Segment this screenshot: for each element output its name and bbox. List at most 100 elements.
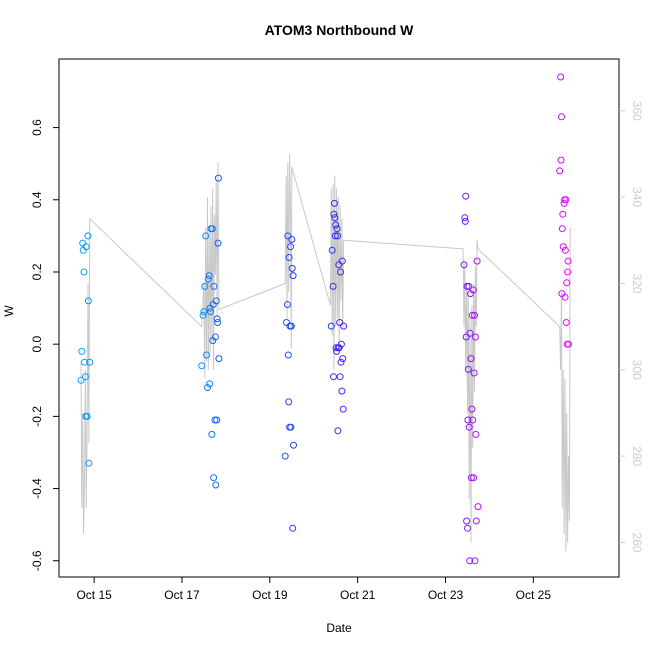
data-point — [467, 474, 475, 482]
data-point — [466, 557, 474, 565]
data-point — [81, 358, 88, 366]
data-point — [79, 239, 87, 247]
data-point — [337, 340, 345, 348]
data-point — [557, 73, 565, 81]
data-point — [464, 524, 471, 532]
data-point — [214, 174, 222, 182]
data-point — [329, 282, 337, 290]
data-point — [474, 503, 482, 511]
data-point — [207, 308, 214, 316]
data-point — [212, 297, 220, 305]
data-point — [330, 373, 337, 381]
data-point — [556, 167, 564, 175]
data-point — [206, 380, 214, 388]
data-point — [288, 264, 296, 272]
data-point — [338, 387, 346, 395]
data-point — [283, 319, 290, 326]
data-point — [204, 275, 212, 283]
data-point — [327, 322, 335, 330]
data-point — [460, 261, 468, 269]
data-point — [213, 315, 221, 323]
data-point — [289, 272, 297, 280]
y-left-tick-label: -0.4 — [30, 478, 44, 499]
y-right-tick-label: 260 — [630, 532, 644, 552]
data-point — [557, 156, 565, 164]
data-point — [564, 257, 572, 265]
data-point — [212, 481, 220, 489]
data-point — [84, 297, 92, 305]
data-point — [469, 286, 477, 294]
data-point — [472, 430, 480, 438]
data-point — [83, 412, 91, 420]
data-point — [284, 232, 292, 240]
y-right-tick-label: 280 — [630, 446, 644, 466]
data-point — [199, 311, 207, 319]
x-tick-label: Oct 15 — [76, 588, 112, 602]
y-left-tick-label: 0.6 — [30, 119, 44, 136]
data-point — [562, 319, 570, 326]
chart-title: ATOM3 Northbound W — [265, 22, 415, 38]
y-right-tick-label: 340 — [630, 187, 644, 207]
data-point — [285, 398, 293, 406]
x-tick-label: Oct 21 — [340, 588, 376, 602]
data-point — [332, 221, 340, 229]
data-point — [215, 355, 223, 363]
data-point — [82, 243, 90, 251]
data-point — [564, 268, 572, 276]
data-point — [339, 355, 347, 363]
data-point — [465, 282, 473, 290]
data-point — [287, 423, 295, 431]
data-point — [334, 427, 342, 435]
data-point — [204, 384, 211, 391]
plot-frame — [58, 58, 620, 578]
data-point — [202, 232, 210, 240]
data-point — [464, 416, 472, 424]
data-point — [283, 301, 291, 308]
data-point — [284, 351, 292, 359]
x-axis-label: Date — [326, 621, 352, 635]
data-point — [281, 452, 289, 460]
data-point — [462, 333, 470, 341]
data-point — [561, 293, 569, 301]
y-left-tick-label: -0.2 — [30, 406, 44, 427]
data-point — [214, 319, 222, 326]
data-point — [331, 232, 339, 240]
data-point — [562, 196, 570, 204]
data-point — [334, 232, 341, 240]
data-point — [85, 459, 93, 467]
data-point — [463, 517, 471, 525]
data-point — [328, 246, 336, 254]
data-point — [289, 524, 297, 532]
data-point — [468, 405, 476, 413]
data-point — [465, 423, 473, 431]
data-point — [210, 474, 218, 482]
x-tick-label: Oct 23 — [428, 588, 464, 602]
data-point — [469, 416, 477, 424]
data-point — [473, 257, 481, 265]
data-point — [338, 257, 346, 265]
data-point — [80, 268, 88, 276]
data-point — [203, 351, 211, 359]
data-point — [470, 474, 478, 482]
data-point — [208, 225, 216, 233]
x-tick-label: Oct 17 — [164, 588, 200, 602]
data-point — [468, 311, 476, 319]
y-right-tick-label: 300 — [630, 360, 644, 380]
x-tick-label: Oct 19 — [252, 588, 288, 602]
series-line — [80, 153, 571, 552]
data-point — [472, 517, 480, 525]
data-point — [285, 254, 293, 261]
data-point — [335, 261, 343, 269]
data-point — [214, 239, 222, 247]
data-point — [210, 282, 218, 290]
data-point — [337, 358, 345, 366]
data-point — [288, 236, 296, 243]
y-left-tick-label: 0.2 — [30, 263, 44, 280]
data-point — [558, 225, 566, 233]
data-point — [559, 210, 567, 218]
data-point — [466, 329, 474, 337]
data-point — [198, 362, 206, 370]
data-point — [78, 347, 86, 355]
data-point — [332, 344, 340, 352]
data-point — [471, 557, 479, 565]
